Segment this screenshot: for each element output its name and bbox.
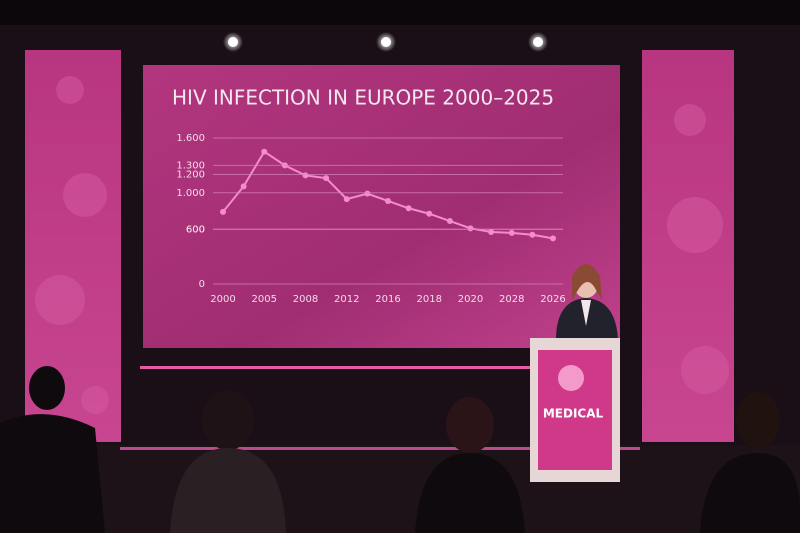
stage-floor: [0, 445, 800, 533]
y-tick-label: 600: [186, 224, 205, 235]
x-tick-label: 2018: [417, 294, 442, 305]
y-tick-label: 1.600: [176, 133, 205, 144]
stage-edge: [120, 447, 640, 450]
podium-label: MEDICAL: [543, 407, 604, 421]
y-tick-label: 1.200: [176, 170, 205, 181]
chart-title: HIV INFECTION IN EUROPE 2000–2025: [172, 86, 554, 110]
x-tick-label: 2020: [458, 294, 483, 305]
presenter: [556, 264, 618, 340]
screen: [143, 65, 620, 348]
x-tick-label: 2000: [210, 294, 235, 305]
lights: [223, 32, 548, 52]
virus-pattern: [35, 76, 729, 414]
y-tick-label: 1.000: [176, 188, 205, 199]
x-tick-label: 2012: [334, 294, 359, 305]
x-tick-label: 2005: [252, 294, 277, 305]
podium: MEDICAL: [530, 338, 620, 482]
stage-light-strip: [140, 366, 620, 369]
y-tick-label: 1.300: [176, 160, 205, 171]
line: [222, 150, 554, 240]
y-tick-label: 0: [199, 279, 205, 290]
x-tick-label: 2008: [293, 294, 318, 305]
y-tick-label: 600: [186, 224, 205, 235]
audience: [0, 366, 800, 533]
ceiling: [0, 0, 800, 25]
x-tick-label: 2028: [499, 294, 524, 305]
x-tick-label: 2016: [375, 294, 400, 305]
x-tick-label: 2026: [540, 294, 565, 305]
